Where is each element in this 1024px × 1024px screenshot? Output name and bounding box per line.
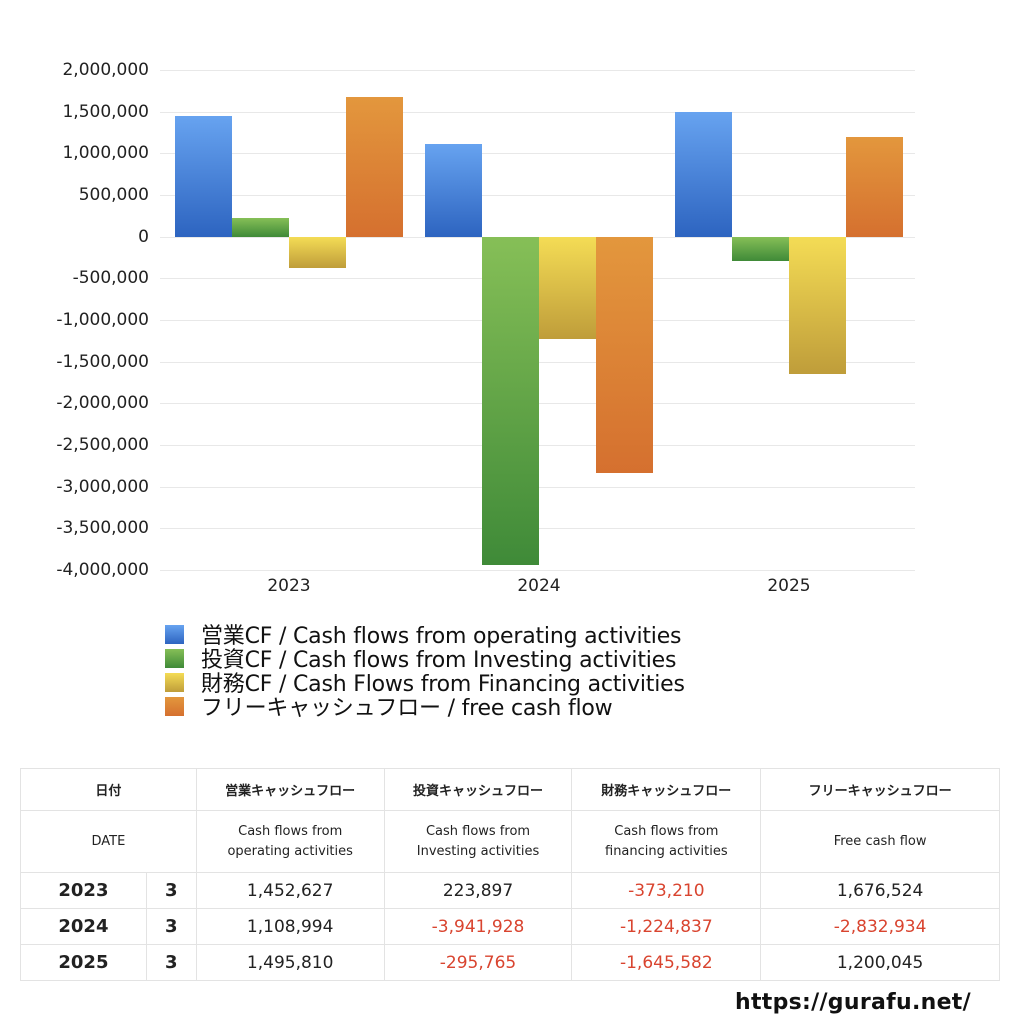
legend-label: フリーキャッシュフロー / free cash flow — [201, 696, 613, 721]
bar-2025-series-3 — [846, 136, 903, 237]
x-tick-label: 2025 — [767, 576, 811, 596]
financing-cell: -1,645,582 — [571, 944, 762, 981]
legend-swatch-investing — [165, 648, 184, 668]
free-cell: 1,676,524 — [760, 872, 1000, 909]
table-header-row-en: DATE Cash flows from operating activities… — [20, 810, 1000, 873]
chart-legend: 営業CF / Cash flows from operating activit… — [165, 622, 685, 721]
bar-2024-series-0 — [425, 144, 482, 237]
header-free-jp: フリーキャッシュフロー — [760, 768, 1000, 811]
table-row: 2023 3 1,452,627 223,897 -373,210 1,676,… — [20, 872, 1000, 909]
header-text-line: Cash flows from — [425, 823, 531, 839]
y-tick-label: 0 — [138, 226, 149, 247]
gridline — [160, 570, 915, 571]
free-cell: -2,832,934 — [760, 908, 1000, 945]
bar-2025-series-0 — [675, 112, 732, 237]
legend-item-financing: 財務CF / Cash Flows from Financing activit… — [165, 670, 685, 697]
table-header-row-jp: 日付 営業キャッシュフロー 投資キャッシュフロー 財務キャッシュフロー フリーキ… — [20, 768, 1000, 811]
header-date-jp: 日付 — [20, 768, 197, 811]
investing-cell: 223,897 — [383, 872, 573, 909]
header-investing-en: Cash flows from Investing activities — [383, 810, 573, 873]
legend-item-investing: 投資CF / Cash flows from Investing activit… — [165, 646, 685, 673]
header-text-line: Cash flows from — [238, 823, 343, 839]
header-operating-jp: 営業キャッシュフロー — [195, 768, 385, 811]
month-cell: 3 — [145, 944, 197, 981]
y-tick-label: -1,500,000 — [56, 351, 149, 372]
month-cell: 3 — [145, 872, 197, 909]
year-cell: 2023 — [20, 872, 147, 909]
bar-2023-series-3 — [346, 96, 403, 237]
bar-2025-series-2 — [789, 236, 846, 374]
x-tick-label: 2023 — [267, 576, 311, 596]
header-investing-jp: 投資キャッシュフロー — [383, 768, 573, 811]
bar-2023-series-2 — [289, 236, 346, 268]
legend-label: 営業CF / Cash flows from operating activit… — [201, 624, 682, 649]
bar-2023-series-1 — [232, 218, 289, 237]
header-operating-en: Cash flows from operating activities — [195, 810, 385, 873]
bar-2025-series-1 — [732, 236, 789, 262]
financing-cell: -1,224,837 — [571, 908, 762, 945]
y-tick-label: -2,500,000 — [56, 435, 149, 455]
y-tick-label: -3,500,000 — [56, 518, 149, 539]
x-tick-label: 2024 — [517, 576, 561, 596]
y-tick-label: -4,000,000 — [56, 560, 149, 580]
month-cell: 3 — [145, 908, 197, 945]
source-url: https://gurafu.net/ — [735, 990, 971, 1015]
y-tick-label: -2,000,000 — [56, 393, 149, 414]
legend-swatch-free — [165, 696, 184, 716]
header-text-line: financing activities — [605, 843, 728, 859]
legend-label: 投資CF / Cash flows from Investing activit… — [201, 648, 677, 673]
bar-2023-series-0 — [175, 115, 232, 237]
operating-cell: 1,452,627 — [195, 872, 385, 909]
legend-swatch-financing — [165, 672, 184, 692]
operating-cell: 1,108,994 — [195, 908, 385, 945]
header-financing-en: Cash flows from financing activities — [571, 810, 762, 873]
gridline — [160, 112, 915, 113]
gridline — [160, 195, 915, 196]
y-tick-label: -3,000,000 — [56, 476, 149, 497]
header-text-line: Cash flows from — [614, 823, 719, 839]
cash-flow-bar-chart: 2,000,000 1,500,000 1,000,000 500,000 0 -500,… — [56, 60, 915, 596]
legend-item-free: フリーキャッシュフロー / free cash flow — [165, 694, 685, 721]
table-row: 2025 3 1,495,810 -295,765 -1,645,582 1,2… — [20, 944, 1000, 981]
header-financing-jp: 財務キャッシュフロー — [571, 768, 762, 811]
y-tick-label: 2,000,000 — [62, 60, 149, 80]
legend-swatch-operating — [165, 624, 184, 644]
cash-flow-table: 日付 営業キャッシュフロー 投資キャッシュフロー 財務キャッシュフロー フリーキ… — [20, 768, 1000, 981]
header-text-line: operating activities — [227, 843, 353, 859]
investing-cell: -295,765 — [383, 944, 573, 981]
y-tick-label: 1,000,000 — [62, 143, 149, 164]
y-tick-label: 500,000 — [78, 185, 149, 205]
bar-2024-series-3 — [596, 236, 653, 473]
bar-2024-series-1 — [482, 236, 539, 566]
y-tick-label: -500,000 — [72, 268, 149, 289]
bar-2024-series-2 — [539, 236, 596, 339]
legend-item-operating: 営業CF / Cash flows from operating activit… — [165, 622, 685, 649]
legend-label: 財務CF / Cash Flows from Financing activit… — [201, 672, 685, 697]
free-cell: 1,200,045 — [760, 944, 1000, 981]
y-tick-label: -1,000,000 — [56, 310, 149, 330]
gridline — [160, 153, 915, 154]
gridline — [160, 70, 915, 71]
header-free-en: Free cash flow — [760, 810, 1000, 873]
year-cell: 2024 — [20, 908, 147, 945]
investing-cell: -3,941,928 — [383, 908, 573, 945]
header-date-en: DATE — [20, 810, 197, 873]
header-text-line: Investing activities — [416, 843, 540, 859]
year-cell: 2025 — [20, 944, 147, 981]
operating-cell: 1,495,810 — [195, 944, 385, 981]
y-tick-label: 1,500,000 — [62, 101, 149, 122]
table-row: 2024 3 1,108,994 -3,941,928 -1,224,837 -… — [20, 908, 1000, 945]
financing-cell: -373,210 — [571, 872, 762, 909]
